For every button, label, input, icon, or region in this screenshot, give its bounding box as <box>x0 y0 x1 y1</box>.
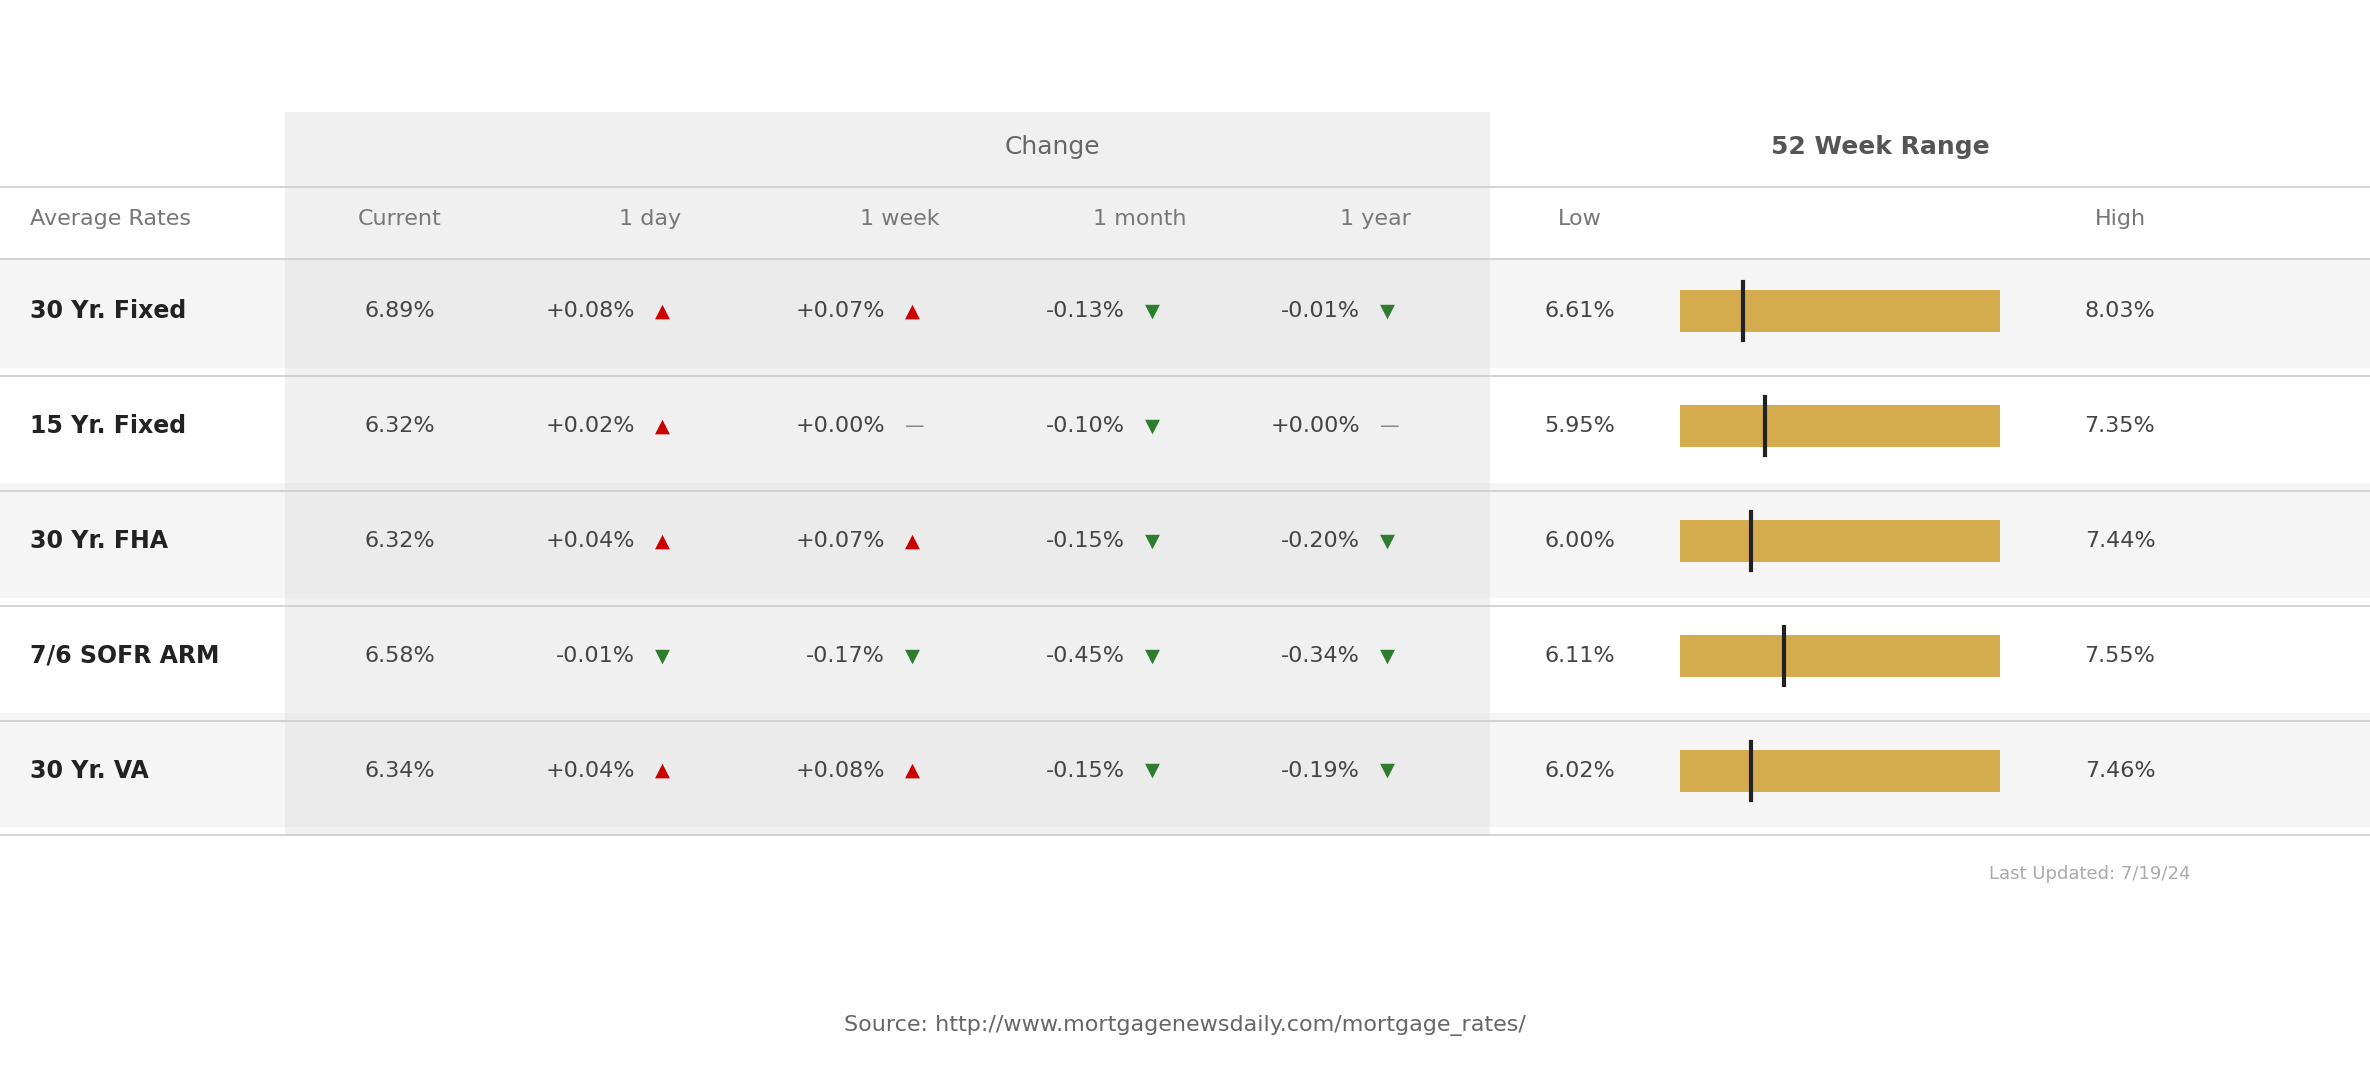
Text: -0.19%: -0.19% <box>1282 760 1360 781</box>
Text: Average Rates: Average Rates <box>31 209 192 229</box>
Text: Change: Change <box>1005 135 1100 159</box>
Text: -0.15%: -0.15% <box>1045 531 1126 551</box>
Text: ▼: ▼ <box>1379 531 1396 551</box>
Text: 7.55%: 7.55% <box>2086 645 2154 666</box>
Text: ▼: ▼ <box>1145 646 1159 666</box>
Text: 30 Yr. FHA: 30 Yr. FHA <box>31 529 168 553</box>
Text: Low: Low <box>1557 209 1602 229</box>
Bar <box>1680 750 2000 791</box>
Text: Source: http://www.mortgagenewsdaily.com/mortgage_rates/: Source: http://www.mortgagenewsdaily.com… <box>844 1015 1526 1035</box>
Text: +0.02%: +0.02% <box>545 416 635 437</box>
Text: Current: Current <box>358 209 441 229</box>
Text: 6.02%: 6.02% <box>1545 760 1616 781</box>
Text: 1 day: 1 day <box>619 209 680 229</box>
Text: —: — <box>1379 416 1401 436</box>
Text: ▼: ▼ <box>905 646 920 666</box>
Text: 6.00%: 6.00% <box>1545 531 1616 551</box>
Bar <box>0 597 2370 712</box>
Text: 8.03%: 8.03% <box>2086 301 2154 322</box>
Text: 6.32%: 6.32% <box>365 531 436 551</box>
Bar <box>0 484 2370 597</box>
Text: ▲: ▲ <box>654 302 671 321</box>
Text: —: — <box>905 416 924 436</box>
Text: ▲: ▲ <box>654 416 671 436</box>
Text: -0.20%: -0.20% <box>1282 531 1360 551</box>
Text: ▲: ▲ <box>905 531 920 551</box>
Text: 6.34%: 6.34% <box>365 760 436 781</box>
Text: ▼: ▼ <box>1379 761 1396 780</box>
Text: ▼: ▼ <box>1379 302 1396 321</box>
Text: +0.04%: +0.04% <box>545 531 635 551</box>
Text: ▲: ▲ <box>654 761 671 780</box>
Text: ▼: ▼ <box>1145 416 1159 436</box>
Text: 7.44%: 7.44% <box>2086 531 2154 551</box>
Bar <box>284 368 1491 484</box>
Bar <box>0 712 2370 828</box>
Bar <box>284 186 1491 259</box>
Text: +0.00%: +0.00% <box>1270 416 1360 437</box>
Text: ▼: ▼ <box>1145 531 1159 551</box>
Bar <box>0 253 2370 368</box>
Text: 6.61%: 6.61% <box>1545 301 1616 322</box>
Text: ▲: ▲ <box>905 302 920 321</box>
Text: CHART: 52-WEEK AVERAGE MORTGAGE RATES: CHART: 52-WEEK AVERAGE MORTGAGE RATES <box>31 35 1100 77</box>
Text: 7.46%: 7.46% <box>2086 760 2154 781</box>
Bar <box>284 253 1491 368</box>
Text: 15 Yr. Fixed: 15 Yr. Fixed <box>31 414 187 438</box>
Text: 6.11%: 6.11% <box>1545 645 1616 666</box>
Bar <box>284 712 1491 828</box>
Text: 30 Yr. VA: 30 Yr. VA <box>31 758 149 783</box>
Text: +0.08%: +0.08% <box>545 301 635 322</box>
Text: +0.00%: +0.00% <box>796 416 884 437</box>
Text: 1 month: 1 month <box>1093 209 1187 229</box>
Text: ▼: ▼ <box>654 646 671 666</box>
Text: 6.32%: 6.32% <box>365 416 436 437</box>
Bar <box>1680 291 2000 332</box>
Bar <box>0 186 2370 259</box>
Bar <box>284 597 1491 712</box>
Text: High: High <box>2095 209 2145 229</box>
Bar <box>284 112 1491 186</box>
Text: -0.34%: -0.34% <box>1282 645 1360 666</box>
Bar <box>0 368 2370 484</box>
Text: +0.08%: +0.08% <box>796 760 884 781</box>
Bar <box>1680 635 2000 676</box>
Text: +0.07%: +0.07% <box>796 301 884 322</box>
Text: -0.17%: -0.17% <box>806 645 884 666</box>
Bar <box>1680 406 2000 447</box>
Text: ▲: ▲ <box>654 531 671 551</box>
Text: Last Updated: 7/19/24: Last Updated: 7/19/24 <box>1988 865 2190 883</box>
Text: 5.95%: 5.95% <box>1545 416 1616 437</box>
Bar <box>1680 520 2000 562</box>
Text: 30 Yr. Fixed: 30 Yr. Fixed <box>31 299 187 324</box>
Bar <box>0 112 2370 186</box>
Text: -0.45%: -0.45% <box>1045 645 1126 666</box>
Text: +0.04%: +0.04% <box>545 760 635 781</box>
Text: 52 Week Range: 52 Week Range <box>1770 135 1988 159</box>
Text: 6.58%: 6.58% <box>365 645 436 666</box>
Text: ▼: ▼ <box>1379 646 1396 666</box>
Bar <box>284 484 1491 597</box>
Text: -0.15%: -0.15% <box>1045 760 1126 781</box>
Text: 1 year: 1 year <box>1339 209 1410 229</box>
Text: 7/6 SOFR ARM: 7/6 SOFR ARM <box>31 643 220 668</box>
Bar <box>284 112 1491 836</box>
Text: -0.10%: -0.10% <box>1045 416 1126 437</box>
Text: 1 week: 1 week <box>860 209 941 229</box>
Text: -0.13%: -0.13% <box>1045 301 1126 322</box>
Text: ▼: ▼ <box>1145 761 1159 780</box>
Text: -0.01%: -0.01% <box>1282 301 1360 322</box>
Text: ▲: ▲ <box>905 761 920 780</box>
Text: ▼: ▼ <box>1145 302 1159 321</box>
Text: 6.89%: 6.89% <box>365 301 436 322</box>
Text: 7.35%: 7.35% <box>2086 416 2154 437</box>
Text: -0.01%: -0.01% <box>557 645 635 666</box>
Text: +0.07%: +0.07% <box>796 531 884 551</box>
